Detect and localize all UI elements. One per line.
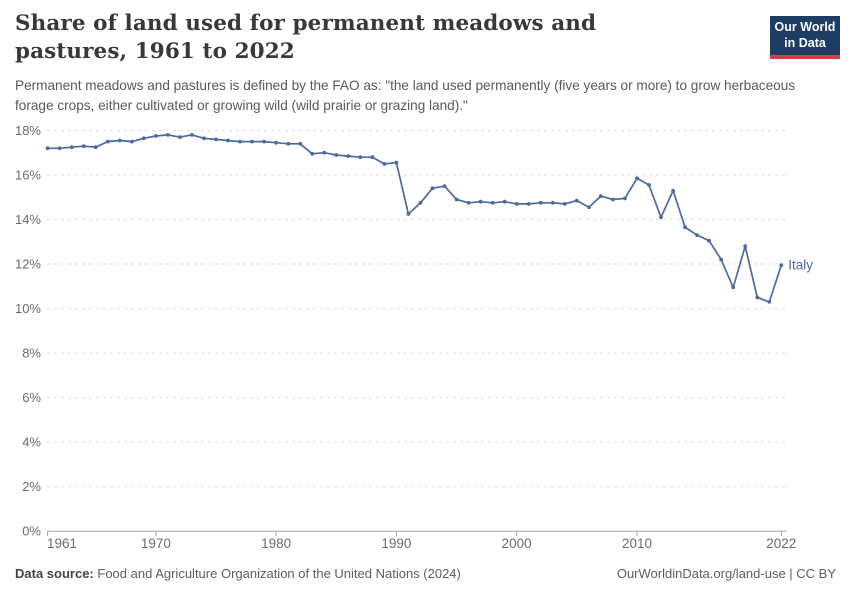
x-axis-tick-label: 2022 (766, 536, 796, 551)
data-point (442, 184, 447, 189)
data-point (695, 233, 699, 238)
y-axis-tick-label: 2% (22, 479, 41, 494)
owid-logo-line2: in Data (784, 35, 826, 50)
license-link[interactable]: OurWorldinData.org/land-use | CC BY (616, 566, 836, 581)
data-point (430, 186, 435, 191)
data-point (767, 300, 772, 304)
data-point (45, 146, 50, 151)
data-point (370, 155, 375, 160)
data-point (141, 136, 146, 141)
chart-footer: Data source: Food and Agriculture Organi… (15, 566, 836, 581)
data-point (154, 134, 158, 138)
data-line-italy (46, 134, 783, 303)
data-point (226, 138, 230, 143)
data-point (647, 183, 651, 187)
data-point (238, 139, 242, 144)
data-point (334, 153, 339, 157)
data-point (707, 238, 711, 243)
x-axis-tick-label: 2010 (622, 536, 652, 551)
data-point (502, 199, 507, 204)
data-point (274, 140, 278, 145)
data-point (69, 145, 74, 150)
y-axis-tick-label: 18% (15, 123, 41, 138)
x-axis-tick-label: 1990 (381, 536, 411, 551)
x-axis-tick-label: 1980 (261, 536, 291, 551)
data-point (57, 146, 62, 151)
entity-end-label[interactable]: Italy (788, 258, 813, 273)
y-axis-tick-label: 4% (22, 435, 41, 450)
y-axis-tick-label: 0% (22, 524, 41, 539)
data-point (322, 150, 327, 155)
y-axis-tick-label: 6% (22, 390, 41, 405)
data-point (755, 295, 760, 300)
data-point (623, 196, 627, 201)
data-point (93, 145, 98, 150)
y-axis-tick-label: 14% (15, 212, 41, 227)
data-source-label: Data source: (15, 566, 94, 581)
data-point (587, 205, 591, 210)
data-point (743, 244, 748, 249)
data-point (310, 151, 315, 156)
data-point (478, 199, 483, 204)
data-point (574, 198, 579, 203)
data-point (659, 215, 663, 220)
data-point (214, 137, 218, 142)
owid-logo[interactable]: Our World in Data (770, 16, 840, 59)
data-point (190, 133, 194, 137)
data-point (779, 263, 784, 268)
page-title: Share of land used for permanent meadows… (15, 11, 597, 65)
data-point (611, 197, 615, 202)
data-point (671, 188, 675, 193)
y-axis-tick-label: 12% (15, 257, 41, 272)
data-point (550, 200, 555, 205)
x-axis-tick-label: 1961 (47, 536, 77, 551)
data-point (514, 202, 519, 206)
data-point (490, 200, 495, 205)
data-point (81, 144, 86, 149)
data-point (599, 194, 603, 199)
chart-subtitle: Permanent meadows and pastures is define… (15, 78, 796, 114)
data-point (358, 155, 363, 160)
data-point (538, 200, 543, 205)
data-point (394, 160, 399, 165)
data-point (346, 154, 351, 159)
data-point (178, 135, 182, 140)
data-point (250, 139, 255, 144)
data-source: Data source: Food and Agriculture Organi… (15, 566, 461, 581)
data-point (129, 139, 134, 144)
data-point (262, 139, 266, 144)
y-axis-tick-label: 10% (15, 301, 41, 316)
data-point (298, 141, 303, 146)
data-point (418, 200, 423, 205)
data-point (526, 202, 531, 206)
data-point (635, 176, 639, 181)
data-point (454, 197, 459, 202)
x-axis-tick-label: 1970 (141, 536, 171, 551)
data-source-text: Food and Agriculture Organization of the… (97, 566, 461, 581)
data-point (105, 139, 110, 144)
data-point (286, 141, 291, 146)
data-point (202, 136, 206, 141)
data-point (382, 162, 387, 166)
data-point (562, 202, 567, 206)
data-point (117, 138, 122, 143)
y-axis-tick-label: 16% (15, 167, 41, 182)
data-point (166, 133, 170, 137)
data-point (731, 285, 736, 290)
x-axis-tick-label: 2000 (502, 536, 532, 551)
data-point (466, 200, 471, 205)
data-point (719, 257, 724, 262)
data-point (683, 225, 687, 230)
y-axis-tick-label: 8% (22, 346, 41, 361)
owid-logo-line1: Our World (774, 20, 836, 35)
data-point (406, 212, 411, 216)
